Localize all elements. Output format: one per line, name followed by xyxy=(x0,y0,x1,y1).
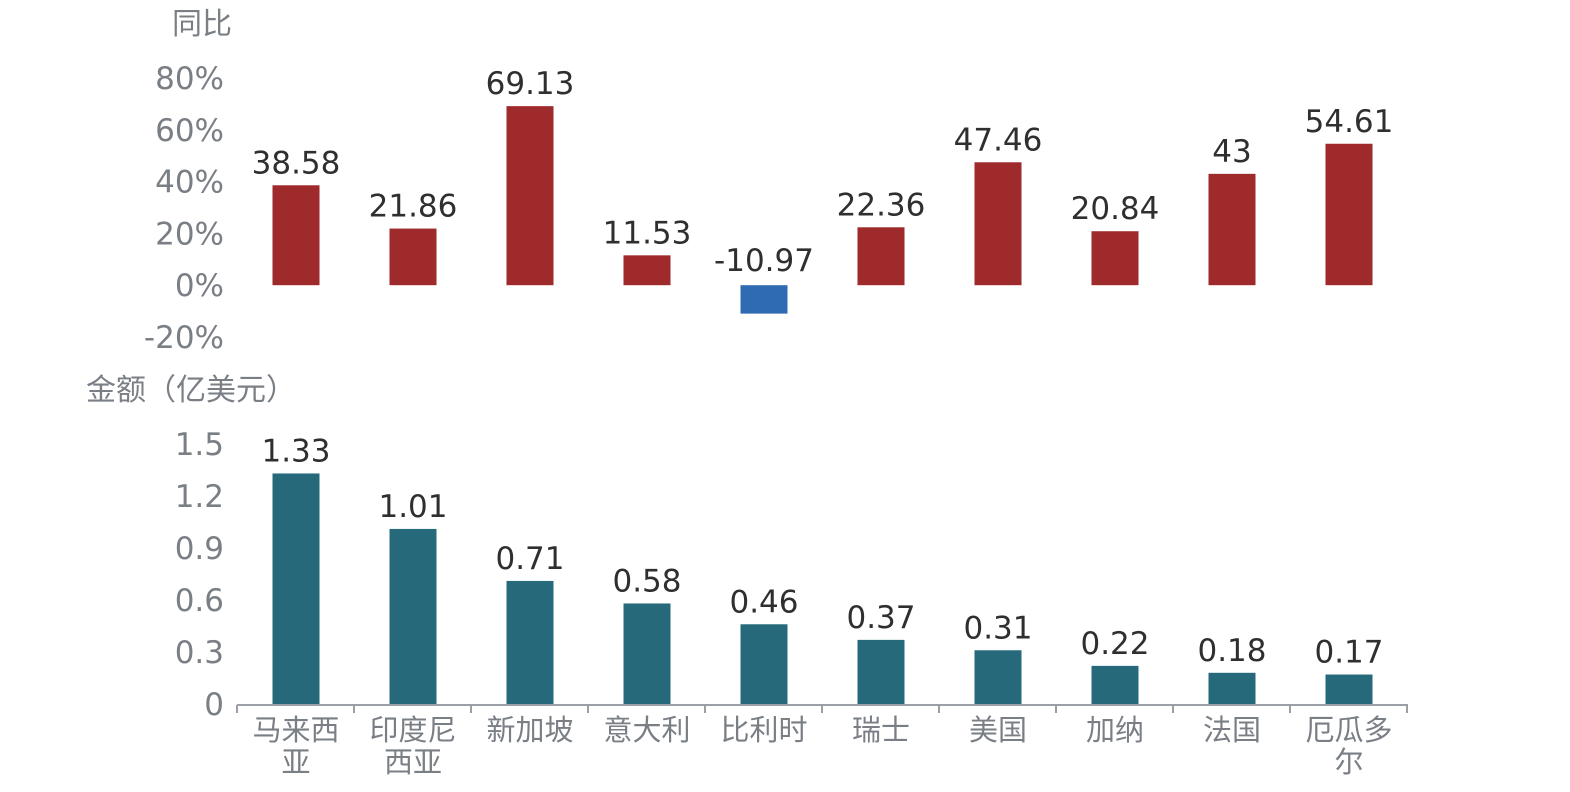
yoy-bar xyxy=(974,162,1022,286)
amount-data-label: 1.01 xyxy=(378,489,447,525)
yoy-bar xyxy=(740,285,788,314)
bottom-y-tick-label: 0.3 xyxy=(175,635,224,671)
x-category-label: 厄瓜多尔 xyxy=(1305,713,1392,779)
bottom-y-tick-label: 0.9 xyxy=(175,531,224,567)
amount-data-label: 0.18 xyxy=(1197,633,1266,669)
yoy-data-label: 69.13 xyxy=(486,66,575,102)
x-category-label: 马来西亚 xyxy=(252,713,339,779)
amount-data-label: 1.33 xyxy=(261,433,330,469)
x-category-label-line: 法国 xyxy=(1203,713,1261,747)
top-y-tick-label: 60% xyxy=(155,113,224,149)
yoy-growth-bar-chart: -20% 0% 20% 40% 60% 80% 38.58 21.86 69.13 11.53 -1… xyxy=(144,61,1393,356)
bottom-y-tick-label: 0 xyxy=(204,687,224,723)
yoy-bar xyxy=(1208,173,1256,286)
yoy-data-label: 20.84 xyxy=(1071,191,1160,227)
amount-data-label: 0.37 xyxy=(846,600,915,636)
amount-data-label: 0.71 xyxy=(495,541,564,577)
amount-bar xyxy=(1208,672,1256,704)
yoy-bar xyxy=(1091,231,1139,286)
amount-bar xyxy=(1325,674,1373,704)
top-y-tick-label: 80% xyxy=(155,61,224,97)
yoy-bar xyxy=(272,185,320,286)
x-category-label-line: 西亚 xyxy=(384,745,442,779)
bottom-y-tick-label: 0.6 xyxy=(175,583,224,619)
amount-data-label: 0.22 xyxy=(1080,626,1149,662)
amount-bar xyxy=(623,603,671,704)
yoy-data-label: 11.53 xyxy=(603,215,692,251)
amount-bar xyxy=(1091,665,1139,704)
top-y-tick-label: 0% xyxy=(175,268,224,304)
x-category-label: 美国 xyxy=(969,713,1027,747)
yoy-bar xyxy=(623,255,671,286)
amount-data-label: 0.31 xyxy=(963,610,1032,646)
x-category-label: 瑞士 xyxy=(852,713,910,747)
x-category-label-line: 美国 xyxy=(969,713,1027,747)
yoy-data-label: 21.86 xyxy=(369,189,458,225)
yoy-bar xyxy=(857,227,905,286)
amount-bar xyxy=(272,473,320,704)
x-category-label-line: 马来西 xyxy=(252,713,339,747)
yoy-bar xyxy=(389,228,437,286)
top-y-axis-title: 同比 xyxy=(172,7,232,42)
yoy-data-label: 43 xyxy=(1212,134,1251,170)
bottom-y-tick-label: 1.5 xyxy=(175,427,224,463)
x-category-label-line: 意大利 xyxy=(603,713,690,747)
yoy-data-label: 47.46 xyxy=(954,122,1043,158)
yoy-bar xyxy=(506,106,554,286)
amount-data-label: 0.58 xyxy=(612,563,681,599)
yoy-data-label: -10.97 xyxy=(714,243,814,279)
x-category-label: 加纳 xyxy=(1086,713,1144,747)
x-category-label-line: 印度尼 xyxy=(369,713,456,747)
bottom-y-axis-title: 金额（亿美元） xyxy=(86,373,296,408)
yoy-data-label: 38.58 xyxy=(252,145,341,181)
top-y-tick-label: -20% xyxy=(144,320,224,356)
top-y-tick-label: 20% xyxy=(155,216,224,252)
x-category-label-line: 瑞士 xyxy=(852,713,910,747)
amount-bar xyxy=(857,639,905,704)
bottom-y-tick-label: 1.2 xyxy=(175,479,224,515)
amount-data-label: 0.17 xyxy=(1314,635,1383,671)
x-category-label-line: 比利时 xyxy=(720,713,807,747)
x-category-label-line: 新加坡 xyxy=(486,713,573,747)
top-y-tick-label: 40% xyxy=(155,165,224,201)
amount-bar xyxy=(740,624,788,704)
yoy-bar xyxy=(1325,143,1373,286)
x-category-label: 新加坡 xyxy=(486,713,573,747)
x-category-label-line: 亚 xyxy=(281,745,310,779)
yoy-data-label: 54.61 xyxy=(1305,104,1394,140)
x-category-label: 比利时 xyxy=(720,713,807,747)
x-category-label-line: 尔 xyxy=(1334,745,1363,779)
amount-bar xyxy=(506,580,554,704)
x-category-label-line: 加纳 xyxy=(1086,713,1144,747)
amount-bar xyxy=(974,650,1022,704)
amount-data-label: 0.46 xyxy=(729,584,798,620)
x-category-label: 意大利 xyxy=(603,713,690,747)
amount-bar xyxy=(389,528,437,704)
x-category-label: 法国 xyxy=(1203,713,1261,747)
x-category-label-line: 厄瓜多 xyxy=(1305,713,1392,747)
amount-bar-chart: 0 0.3 0.6 0.9 1.2 1.5 1.33 1.01 0.71 0.58 0.46 0.37… xyxy=(175,427,1408,779)
x-category-label: 印度尼西亚 xyxy=(369,713,456,779)
yoy-data-label: 22.36 xyxy=(837,187,926,223)
